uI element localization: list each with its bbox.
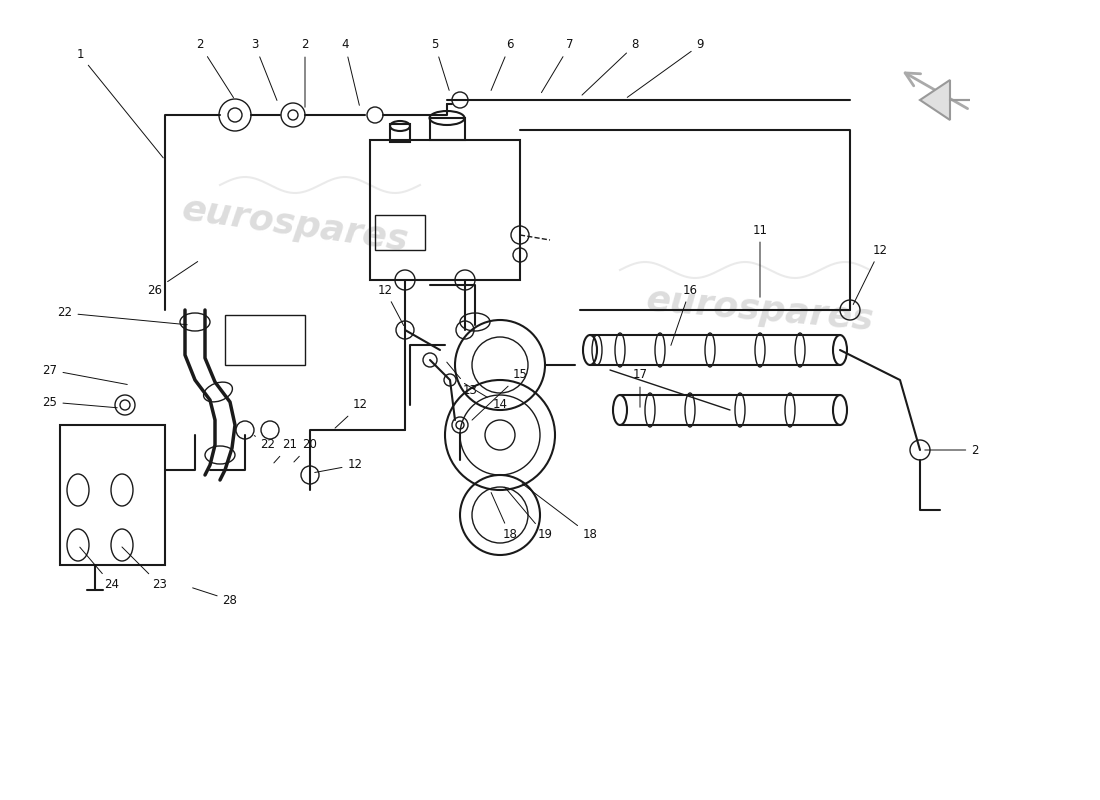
Text: 3: 3 [251,38,277,101]
Text: 15: 15 [472,369,527,420]
Text: 12: 12 [315,458,363,473]
Text: 21: 21 [274,438,297,463]
Text: 12: 12 [336,398,367,428]
Text: eurospares: eurospares [645,283,876,337]
Text: 6: 6 [491,38,514,90]
Text: 4: 4 [341,38,360,106]
Text: 2: 2 [301,38,309,107]
Bar [430,118,465,140]
Text: 22: 22 [57,306,187,325]
Bar [375,215,425,250]
Bar [370,140,520,280]
Text: 16: 16 [671,283,697,346]
Text: 23: 23 [122,547,167,591]
Text: 13: 13 [447,362,477,397]
Text: 14: 14 [464,383,507,411]
Text: 24: 24 [80,547,120,591]
Polygon shape [920,80,970,120]
Text: 2: 2 [925,443,979,457]
Text: 17: 17 [632,369,648,407]
Text: 28: 28 [192,588,238,606]
Text: 12: 12 [377,283,404,326]
Text: 26: 26 [147,262,198,297]
Text: 9: 9 [627,38,704,98]
Text: 18: 18 [491,493,517,542]
Text: 8: 8 [582,38,639,95]
Text: 18: 18 [522,484,597,542]
Text: 7: 7 [541,38,574,93]
Text: 25: 25 [43,395,118,409]
Text: 11: 11 [752,223,768,298]
Text: 19: 19 [505,487,552,542]
Text: 22: 22 [254,435,275,451]
Text: 5: 5 [431,38,449,90]
Bar [390,124,410,142]
Text: 27: 27 [43,363,128,385]
Text: 1: 1 [76,49,163,158]
Bar [226,315,305,365]
Text: 20: 20 [294,438,318,462]
Text: 2: 2 [196,38,233,98]
Bar [60,425,165,565]
Text: 12: 12 [854,243,888,305]
Text: eurospares: eurospares [179,192,410,258]
